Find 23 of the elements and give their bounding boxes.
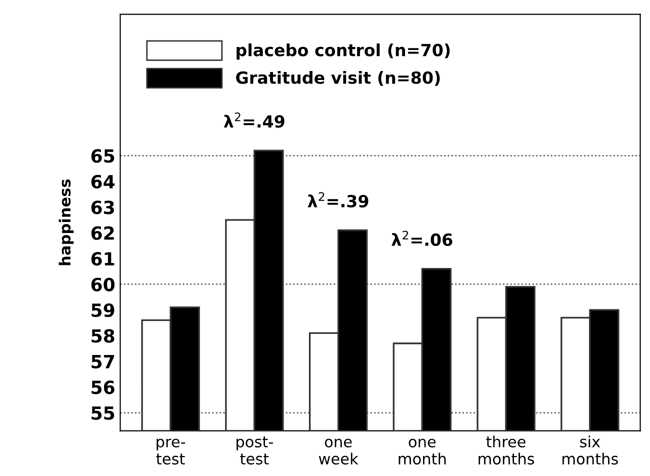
y-tick-label: 59 (92, 303, 114, 318)
y-tick-label: 62 (91, 226, 114, 240)
y-tick-label: 58 (92, 329, 114, 343)
legend-label: Gratitude visit (n=80) (236, 71, 440, 86)
y-tick-label: 64 (91, 174, 115, 189)
y-tick-label: 56 (92, 380, 114, 394)
annotation: λ$^{2}$=.49 (224, 112, 284, 128)
y-tick-label: 61 (91, 252, 114, 266)
legend-label: placebo control (n=70) (236, 43, 450, 60)
annotation: λ$^{2}$=.06 (392, 230, 452, 246)
x-tick-label: one week (318, 438, 358, 465)
x-tick-label: pre- test (156, 438, 186, 465)
x-tick-label: six months (562, 436, 618, 465)
y-tick-label: 55 (92, 406, 114, 420)
x-tick-label: one month (398, 438, 446, 465)
annotation: λ$^{2}$=.39 (308, 192, 368, 208)
x-tick-label: post- test (236, 436, 273, 465)
y-tick-label: 60 (91, 278, 115, 292)
y-tick-label: 63 (91, 200, 114, 214)
y-axis-title: happiness (58, 179, 74, 266)
x-tick-label: three months (478, 436, 534, 465)
y-tick-label: 65 (91, 149, 114, 163)
y-tick-label: 57 (92, 355, 114, 368)
